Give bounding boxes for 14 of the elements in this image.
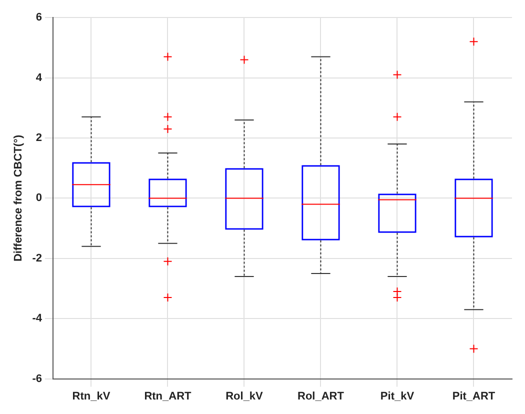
y-axis-title: Difference from CBCT(°) xyxy=(12,134,25,262)
y-tick-label: -6 xyxy=(32,372,42,385)
y-tick-label: 6 xyxy=(36,12,42,24)
y-tick-label: -4 xyxy=(32,312,43,325)
y-tick-label: 0 xyxy=(36,192,42,204)
y-tick-label: 2 xyxy=(36,132,42,144)
x-tick-label: Rol_kV xyxy=(226,390,264,402)
y-tick-label: 4 xyxy=(36,72,43,84)
x-tick-label: Rtn_kV xyxy=(72,390,111,402)
x-tick-label: Rol_ART xyxy=(298,390,344,402)
x-tick-label: Rtn_ART xyxy=(144,390,192,402)
x-tick-label: Pit_kV xyxy=(380,390,415,402)
x-tick-label: Pit_ART xyxy=(452,390,496,402)
y-tick-label: -2 xyxy=(32,252,42,264)
